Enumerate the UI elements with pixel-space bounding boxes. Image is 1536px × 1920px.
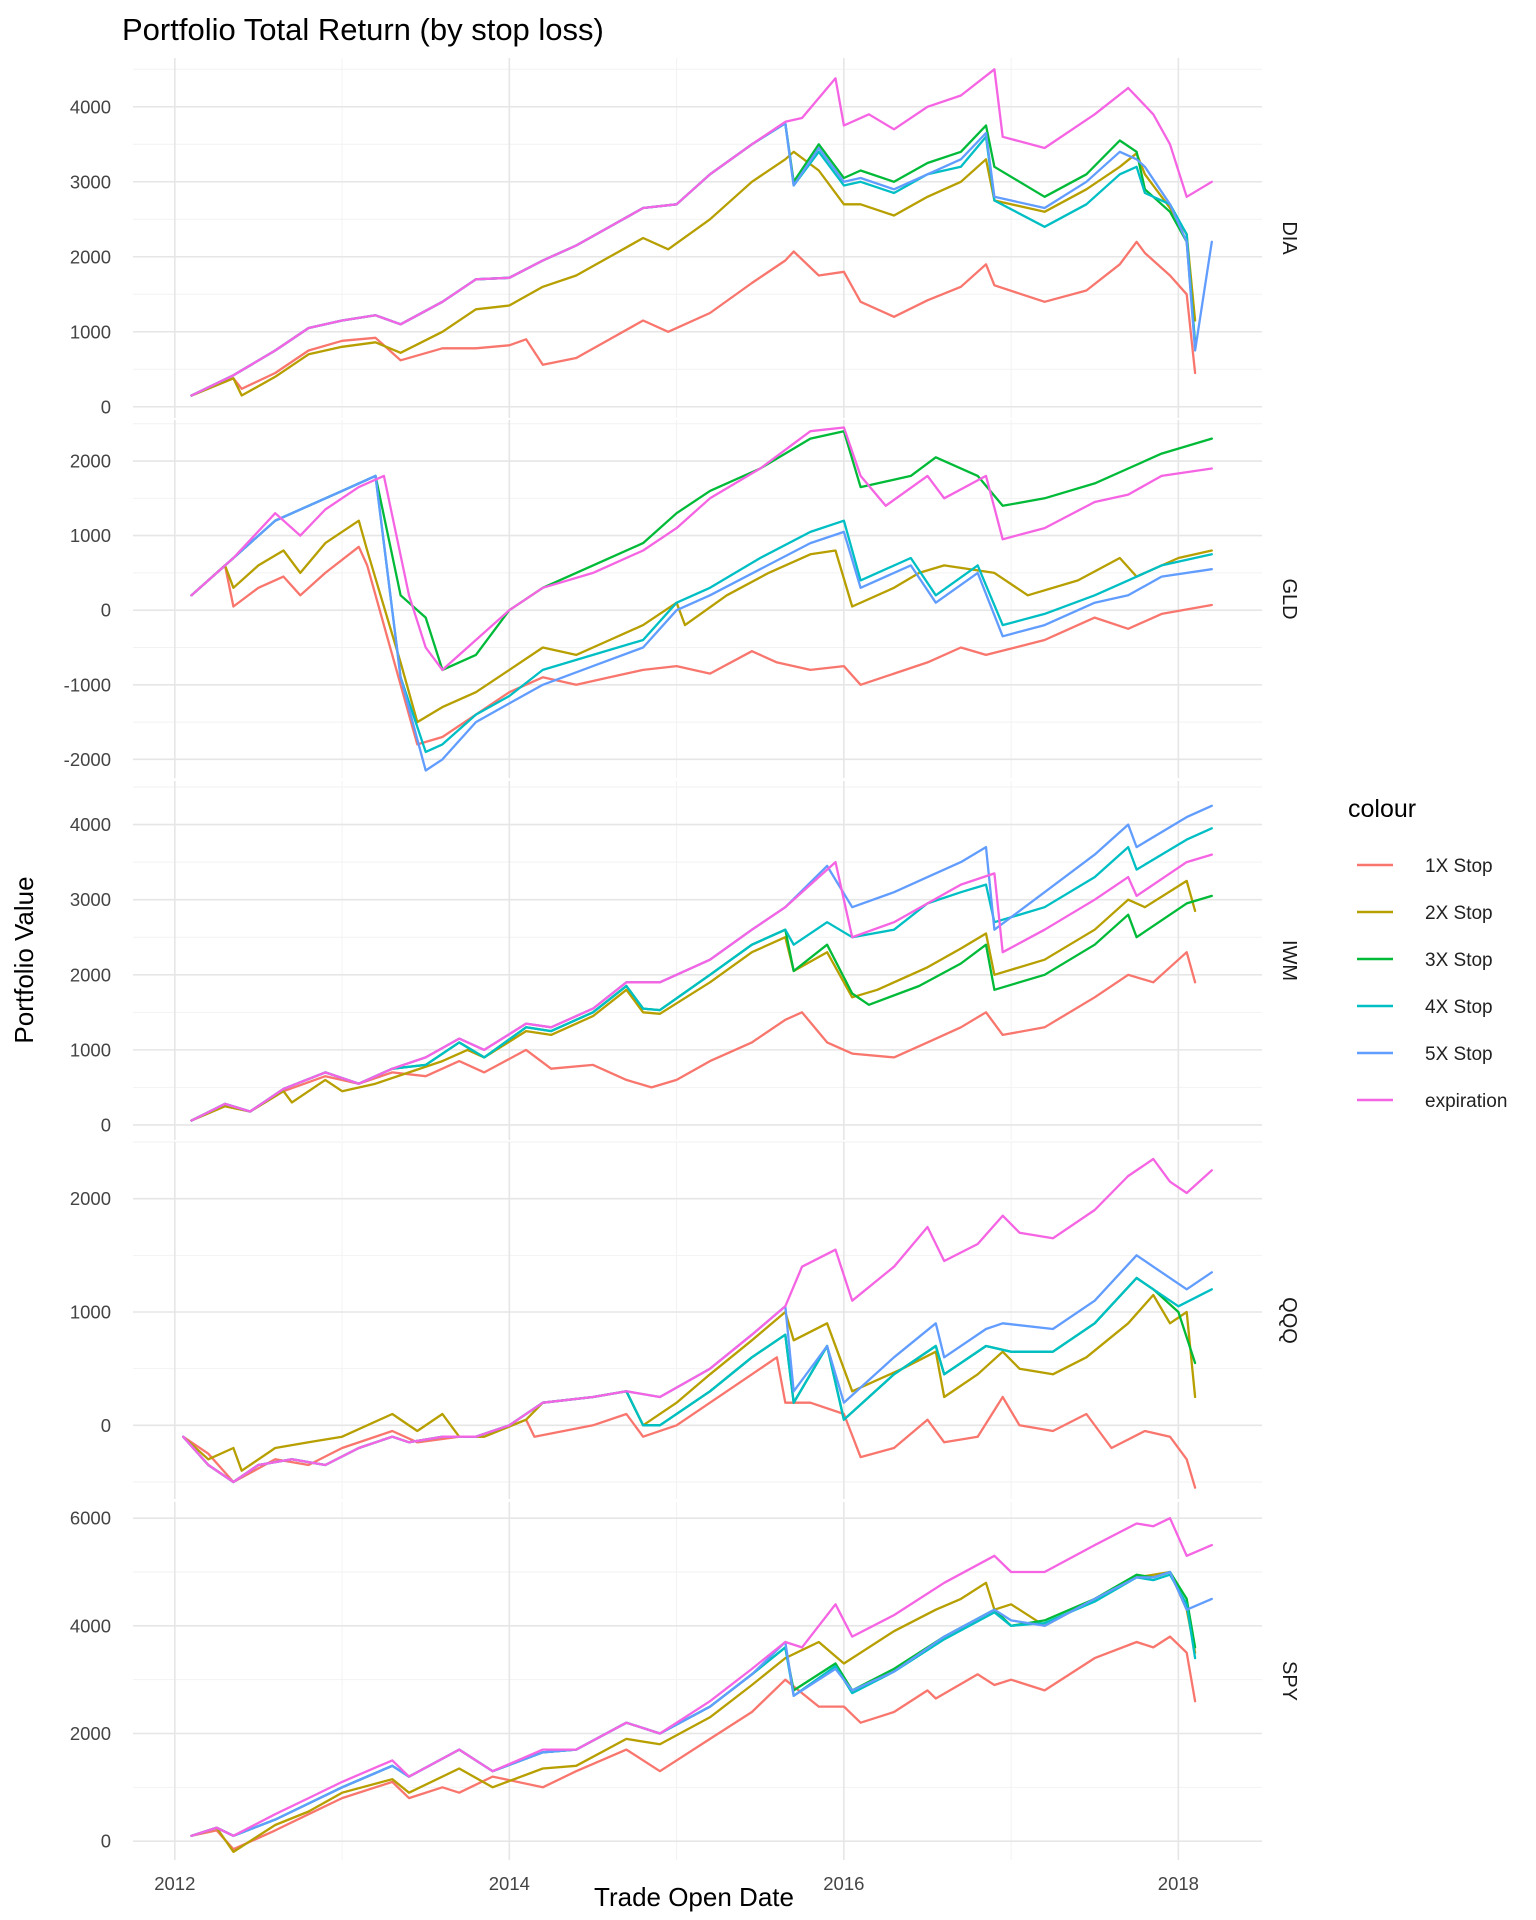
series-line-2x-stop [190,150,1197,397]
y-tick-label: 1000 [70,321,111,342]
series-line-5x-stop [190,122,1213,397]
y-tick-label: 0 [101,600,111,621]
y-tick-label: 0 [101,1415,111,1436]
y-tick-label: 3000 [70,171,111,192]
y-tick-label: 0 [101,396,111,417]
facet-panels: 0 1000 2000 3000 4000 DIA -2000 -1000 0 1000 2000 G… [64,58,1300,1894]
legend-item: 2X Stop [1357,903,1493,924]
y-tick-label: 2000 [70,246,111,267]
legend: colour 1X Stop 2X Stop 3X Stop 4X Stop 5X St… [1348,795,1507,1112]
y-tick-label: 3000 [70,889,111,910]
series-line-5x-stop [190,1570,1213,1837]
panel-dia: 0 1000 2000 3000 4000 DIA [70,58,1300,418]
legend-label: expiration [1425,1091,1507,1112]
series-line-1x-stop [190,545,1213,746]
facet-label: GLD [1278,578,1300,619]
legend-item: 3X Stop [1357,950,1493,971]
series-line-1x-stop [190,240,1197,397]
legend-item: 1X Stop [1357,856,1493,877]
legend-items: 1X Stop 2X Stop 3X Stop 4X Stop 5X Stop expir… [1357,856,1507,1112]
y-tick-label: 4000 [70,814,111,835]
x-tick-label: 2016 [823,1873,864,1894]
series-line-3x-stop [190,894,1213,1122]
y-tick-label: 0 [101,1831,111,1852]
y-tick-label: -1000 [64,674,111,695]
y-tick-label: 2000 [70,451,111,472]
series-line-expiration [182,1157,1213,1484]
y-tick-label: 1000 [70,1302,111,1323]
series-line-2x-stop [190,519,1213,724]
series-line-2x-stop [182,1293,1197,1472]
x-tick-label: 2014 [489,1873,530,1894]
y-tick-label: 4000 [70,96,111,117]
legend-label: 2X Stop [1425,903,1493,924]
y-tick-label: 1000 [70,1039,111,1060]
series-line-1x-stop [190,1635,1197,1851]
legend-label: 3X Stop [1425,950,1493,971]
panel-gld: -2000 -1000 0 1000 2000 GLD [64,420,1300,778]
series-line-1x-stop [182,1356,1197,1489]
series-line-2x-stop [190,879,1197,1122]
y-tick-label: 4000 [70,1615,111,1636]
legend-item: 5X Stop [1357,1044,1493,1065]
legend-item: expiration [1357,1091,1507,1112]
legend-label: 4X Stop [1425,997,1493,1018]
facet-label: DIA [1278,221,1300,255]
series-line-expiration [190,853,1213,1122]
legend-title: colour [1348,795,1416,823]
panel-qqq: 0 1000 2000 QQQ [70,1141,1300,1499]
facet-label: SPY [1278,1661,1300,1701]
series-line-5x-stop [190,474,1213,772]
series-line-expiration [190,68,1213,397]
facet-label: IWM [1278,940,1300,981]
y-tick-label: 2000 [70,1723,111,1744]
chart-title: Portfolio Total Return (by stop loss) [122,12,604,47]
facet-label: QQQ [1278,1297,1300,1344]
x-tick-label: 2012 [154,1873,195,1894]
legend-label: 5X Stop [1425,1044,1493,1065]
x-tick-label: 2018 [1158,1873,1199,1894]
panel-iwm: 0 1000 2000 3000 4000 IWM [70,781,1300,1140]
panel-spy: 0 2000 4000 6000 SPY [70,1502,1300,1860]
y-tick-label: -2000 [64,749,111,770]
y-axis-title: Portfolio Value [9,876,39,1043]
y-tick-label: 1000 [70,525,111,546]
series-line-expiration [190,1517,1213,1837]
x-axis-title: Trade Open Date [594,1882,794,1912]
y-tick-label: 6000 [70,1508,111,1529]
series-line-expiration [190,426,1213,672]
y-tick-label: 2000 [70,1188,111,1209]
y-tick-label: 0 [101,1114,111,1135]
legend-label: 1X Stop [1425,856,1493,877]
legend-item: 4X Stop [1357,997,1493,1018]
y-tick-label: 2000 [70,964,111,985]
